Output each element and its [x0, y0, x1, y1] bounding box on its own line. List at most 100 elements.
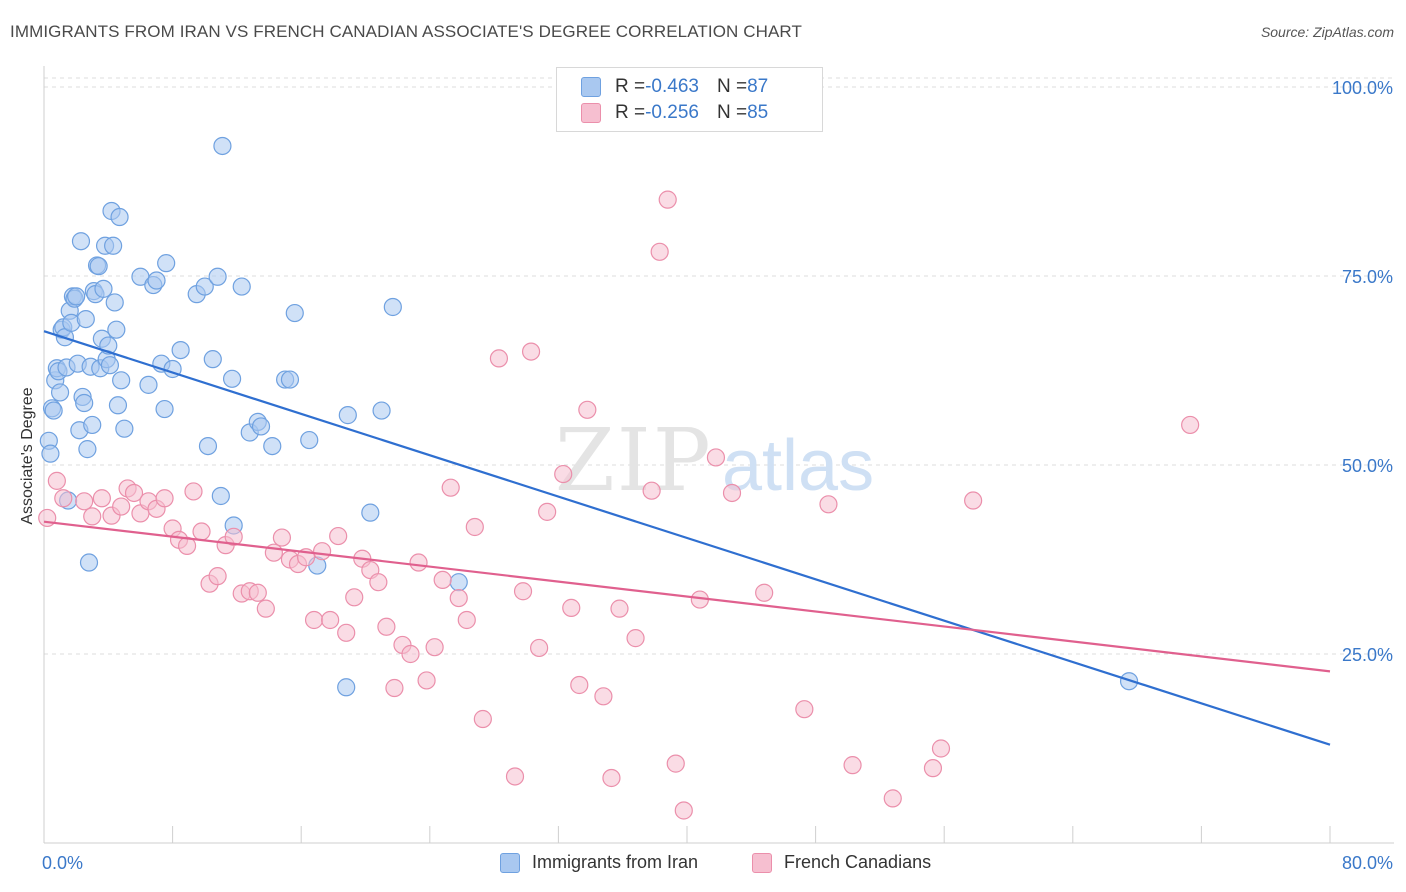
point-fc — [248, 583, 267, 602]
point-fc — [409, 553, 428, 572]
point-fc — [425, 638, 444, 657]
point-iran — [100, 356, 120, 375]
point-fc — [530, 638, 549, 658]
trend-line-fc — [43, 520, 1331, 673]
legend-item-iran[interactable]: Immigrants from Iran — [500, 852, 698, 873]
legend-swatch-fc — [752, 852, 772, 873]
legend-label-iran: Immigrants from Iran — [532, 852, 699, 872]
point-fc — [329, 526, 348, 546]
legend-r-label: R = — [615, 102, 646, 123]
tick-labels: 100.0% 75.0% 50.0% 25.0% 0.0% 80.0% — [42, 78, 1393, 873]
point-iran — [155, 399, 174, 419]
legend-label-fc: French Canadians — [784, 852, 932, 872]
watermark-zip: ZIP — [555, 411, 713, 511]
point-fc — [75, 492, 94, 511]
point-fc — [401, 644, 420, 664]
legend-r-value: -0.463 — [645, 76, 699, 97]
legend-n-value: 85 — [747, 102, 769, 123]
point-fc — [626, 629, 645, 648]
point-iran — [203, 350, 222, 369]
point-fc — [610, 599, 629, 618]
legend-r-value: -0.256 — [645, 102, 699, 123]
point-iran — [213, 136, 232, 156]
point-iran — [449, 573, 468, 592]
legend-row-iran: R = -0.463 N = 87 — [581, 75, 768, 99]
point-iran — [107, 320, 126, 339]
point-iran — [147, 271, 166, 290]
point-fc — [819, 495, 838, 514]
point-fc — [369, 573, 388, 592]
point-iran — [372, 401, 391, 420]
point-iran — [208, 267, 227, 286]
point-fc — [706, 448, 726, 467]
y-tick-label: 50.0% — [1342, 456, 1393, 476]
point-iran — [211, 486, 230, 506]
point-fc — [312, 542, 332, 561]
chart-title: IMMIGRANTS FROM IRAN VS FRENCH CANADIAN … — [10, 22, 802, 41]
legend-item-fc[interactable]: French Canadians — [752, 852, 931, 873]
point-fc — [377, 617, 396, 636]
point-fc — [208, 567, 227, 586]
point-iran — [79, 553, 99, 572]
point-iran — [300, 430, 319, 450]
point-fc — [513, 582, 533, 601]
point-fc — [843, 756, 862, 775]
point-fc — [570, 675, 589, 695]
point-fc — [658, 190, 677, 209]
point-iran — [94, 279, 113, 298]
point-iran — [383, 297, 402, 317]
point-fc — [489, 349, 509, 368]
point-fc — [923, 759, 943, 778]
source-label: Source: ZipAtlas.com — [1260, 24, 1394, 40]
point-fc — [337, 623, 356, 642]
correlation-legend: R = -0.463 N = 87 R = -0.256 N = 85 — [556, 67, 823, 132]
point-iran — [105, 293, 124, 312]
point-fc — [674, 801, 693, 820]
point-fc — [345, 588, 364, 607]
point-iran — [263, 437, 282, 456]
point-fc — [441, 478, 460, 497]
point-fc — [594, 687, 613, 706]
point-iran — [139, 375, 158, 394]
point-fc — [562, 598, 581, 617]
point-fc — [457, 610, 476, 630]
point-iran — [78, 440, 97, 459]
point-iran — [112, 371, 131, 390]
point-iran — [157, 254, 176, 273]
legend-swatch-fc — [581, 103, 601, 123]
point-fc — [795, 700, 814, 719]
point-iran — [75, 393, 94, 413]
legend-swatch-iran — [581, 77, 601, 97]
trend-lines — [43, 330, 1331, 746]
point-fc — [473, 709, 492, 729]
point-fc — [1181, 415, 1200, 435]
point-iran — [89, 257, 108, 276]
point-fc — [124, 483, 144, 503]
point-iran — [41, 444, 60, 463]
point-fc — [321, 610, 340, 630]
x-tick-label-max: 80.0% — [1342, 853, 1393, 873]
legend-swatch-iran — [500, 852, 520, 873]
point-fc — [272, 528, 292, 547]
legend-n-value: 87 — [747, 76, 769, 97]
point-iran — [108, 396, 128, 415]
point-fc — [224, 527, 243, 546]
point-iran — [71, 232, 91, 251]
point-fc — [578, 400, 597, 419]
point-iran — [198, 437, 218, 456]
point-fc — [47, 471, 66, 490]
point-fc — [521, 342, 541, 361]
point-fc — [964, 491, 983, 510]
point-fc — [650, 242, 669, 261]
gridlines — [44, 77, 1394, 655]
point-fc — [304, 610, 324, 630]
watermark: ZIP atlas — [555, 411, 874, 511]
point-fc — [883, 789, 902, 808]
point-iran — [44, 401, 63, 420]
point-iran — [251, 417, 271, 436]
legend-r-label: R = — [615, 76, 646, 97]
point-iran — [104, 236, 123, 255]
point-fc — [465, 517, 484, 537]
point-fc — [256, 599, 275, 618]
